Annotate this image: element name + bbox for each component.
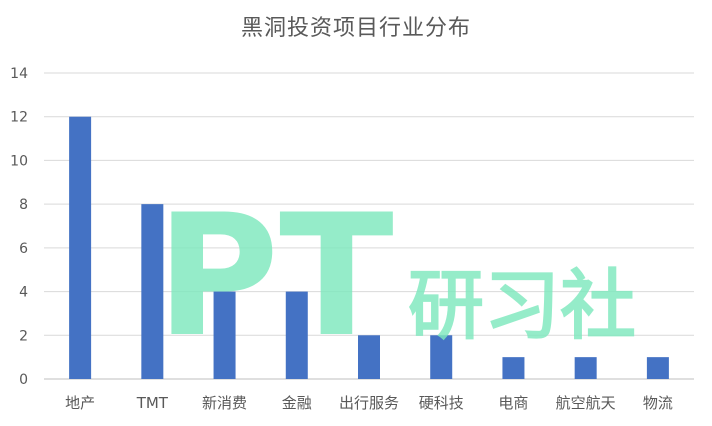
x-tick-label: 硬科技 [419,394,464,412]
chart-title: 黑洞投资项目行业分布 [240,16,471,41]
bar-4 [358,335,380,379]
bar-8 [646,357,669,379]
axis-layer: 0 2 4 6 8 10 12 14 地产 TMT 新消费 金融 出行服务 硬科技 电商 航空航天 物流 [10,66,673,412]
y-tick-label: 12 [10,110,28,126]
x-tick-label: 物流 [643,394,673,412]
y-tick-label: 4 [19,285,28,301]
x-tick-label: 航空航天 [556,394,616,412]
bar-0 [69,116,92,379]
bar-7 [574,357,597,379]
y-tick-label: 10 [10,153,28,169]
bar-5 [430,335,453,379]
watermark-latin: PT [156,178,394,374]
y-tick-label: 8 [19,197,28,213]
bar-2 [213,291,236,379]
x-tick-label: TMT [136,394,169,412]
bar-6 [502,357,525,379]
y-tick-label: 0 [19,372,28,388]
bar-3 [285,291,308,379]
y-tick-label: 14 [10,66,28,82]
y-tick-label: 6 [19,241,28,257]
bar-layer [69,116,669,379]
bar-1 [141,204,164,379]
x-tick-label: 金融 [282,394,312,412]
x-tick-label: 新消费 [202,394,247,412]
x-tick-label: 地产 [65,394,95,412]
watermark-cjk: 研习社 [408,261,636,350]
x-tick-label: 出行服务 [339,394,399,412]
x-tick-label: 电商 [498,394,528,412]
watermark: PT 研习社 [156,178,636,374]
y-tick-label: 2 [19,328,28,344]
